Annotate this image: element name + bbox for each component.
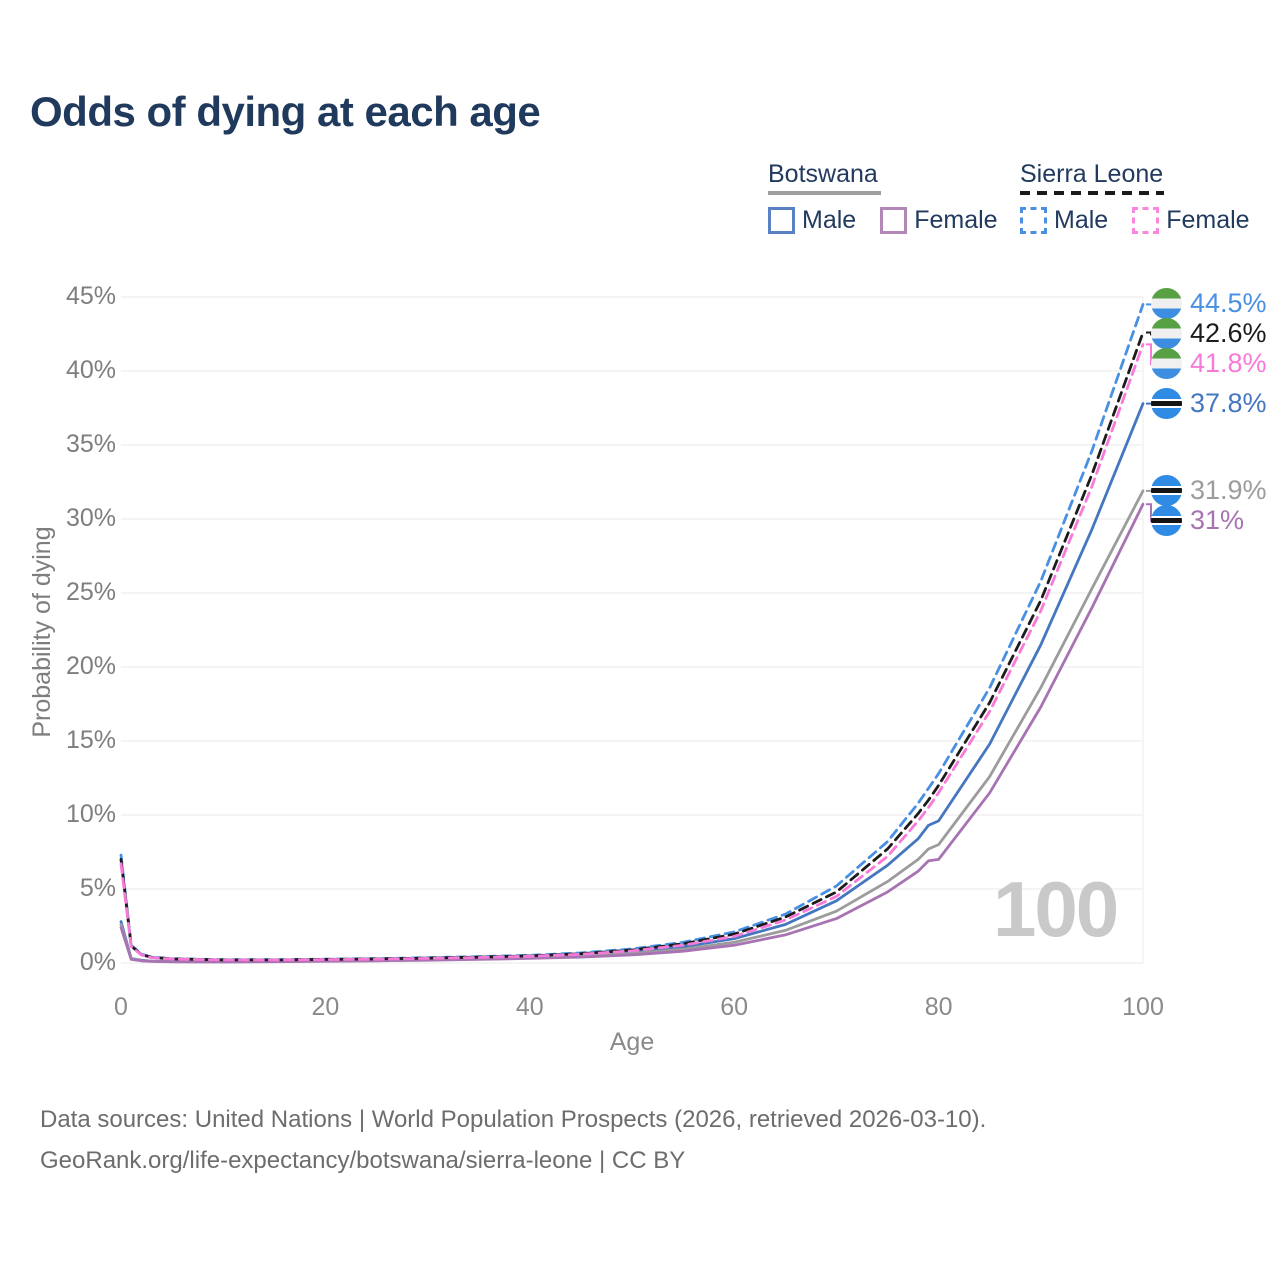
legend-item-label: Male [1054, 206, 1109, 234]
x-axis-tick: 100 [1122, 993, 1164, 1021]
y-axis-tick: 0% [79, 948, 116, 976]
y-axis-tick: 5% [79, 874, 116, 902]
y-axis-tick: 35% [65, 430, 116, 458]
legend-underline-dashed [1020, 191, 1164, 195]
end-label-sierra-leone-both: 42.6% [1151, 318, 1267, 350]
page-title: Odds of dying at each age [30, 88, 541, 135]
y-axis-tick: 25% [65, 578, 116, 606]
y-axis-tick: 15% [65, 726, 116, 754]
legend-items-botswana: Male Female [768, 206, 998, 235]
x-axis-tick: 40 [515, 993, 544, 1021]
end-label-value: 41.8% [1190, 348, 1267, 379]
legend-swatch-icon [1132, 207, 1160, 234]
x-axis-tick: 80 [924, 993, 953, 1021]
series-line-botswana-male [119, 402, 1145, 964]
legend-group-botswana: Botswana Male Female [768, 160, 998, 235]
y-axis-title: Probability of dying [28, 526, 56, 738]
age-watermark: 100 [993, 865, 1119, 953]
legend-swatch-icon [1020, 207, 1047, 234]
legend-item-sierra-leone-female[interactable]: Female [1132, 206, 1250, 235]
end-label-botswana-both: 31.9% [1151, 474, 1267, 506]
series-line-botswana-both [119, 489, 1145, 964]
sierra-leone-flag-icon [1151, 288, 1182, 320]
series-line-sierra-leone-male [119, 302, 1145, 962]
legend-group-title: Sierra Leone [1020, 160, 1164, 188]
end-label-value: 42.6% [1190, 318, 1267, 349]
y-axis-tick: 20% [65, 652, 116, 680]
legend-item-sierra-leone-male[interactable]: Male [1020, 206, 1108, 235]
x-axis-tick: 0 [114, 993, 128, 1021]
y-axis-tick: 30% [65, 504, 116, 532]
y-axis-tick: 10% [65, 800, 116, 828]
end-label-botswana-female: 31% [1151, 504, 1245, 536]
x-axis-tick: 60 [720, 993, 749, 1021]
botswana-flag-icon [1151, 387, 1182, 419]
end-label-botswana-male: 37.8% [1151, 387, 1267, 419]
footer-source: Data sources: United Nations | World Pop… [40, 1106, 987, 1133]
legend-items-sierra-leone: Male Female [1020, 206, 1250, 235]
botswana-flag-icon [1151, 504, 1182, 536]
end-label-value: 37.8% [1190, 387, 1267, 418]
end-label-sierra-leone-female: 41.8% [1151, 348, 1267, 380]
legend-group-title: Botswana [768, 160, 878, 188]
end-label-value: 44.5% [1190, 288, 1267, 319]
end-label-value: 31.9% [1190, 474, 1267, 505]
legend-swatch-icon [880, 207, 908, 234]
y-axis-tick: 45% [65, 282, 116, 310]
y-axis-tick: 40% [65, 356, 116, 384]
sierra-leone-flag-icon [1151, 348, 1182, 380]
series-line-sierra-leone-female [119, 342, 1145, 962]
series-line-botswana-female [119, 502, 1145, 964]
legend-swatch-icon [768, 207, 795, 234]
legend-group-sierra-leone: Sierra Leone Male Female [1020, 160, 1250, 235]
x-axis-tick: 20 [311, 993, 340, 1021]
sierra-leone-flag-icon [1151, 318, 1182, 350]
legend-item-label: Female [1166, 206, 1250, 234]
botswana-flag-icon [1151, 474, 1182, 506]
legend-item-label: Female [914, 206, 998, 234]
x-axis-title: Age [609, 1028, 655, 1056]
legend-item-botswana-female[interactable]: Female [880, 206, 998, 235]
footer-link: GeoRank.org/life-expectancy/botswana/sie… [40, 1147, 686, 1174]
series-line-sierra-leone-both [119, 331, 1145, 962]
end-label-sierra-leone-male: 44.5% [1151, 288, 1267, 320]
end-label-value: 31% [1190, 504, 1245, 535]
legend-item-botswana-male[interactable]: Male [768, 206, 856, 235]
legend-underline-solid [768, 191, 881, 195]
legend-item-label: Male [802, 206, 857, 234]
